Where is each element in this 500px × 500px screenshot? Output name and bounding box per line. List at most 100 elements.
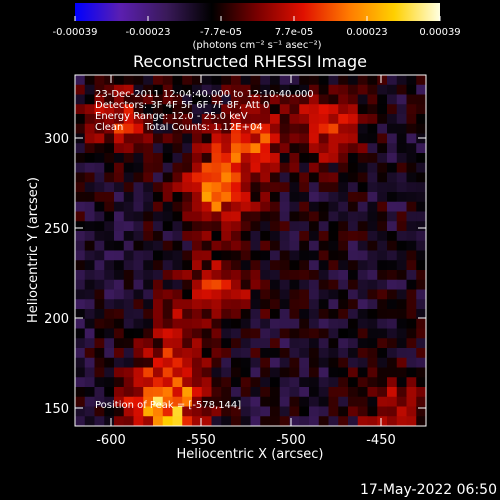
heatmap-cell	[250, 201, 261, 212]
heatmap-cell	[231, 221, 242, 232]
heatmap-cell	[221, 221, 232, 232]
heatmap-cell	[250, 367, 261, 378]
heatmap-cell	[309, 387, 320, 398]
heatmap-cell	[260, 367, 271, 378]
heatmap-cell	[201, 279, 212, 290]
heatmap-cell	[357, 338, 368, 349]
heatmap-cell	[240, 377, 251, 388]
heatmap-cell	[318, 172, 329, 183]
heatmap-cell	[387, 221, 398, 232]
heatmap-cell	[396, 377, 407, 388]
heatmap-cell	[143, 299, 154, 310]
heatmap-cell	[387, 123, 398, 134]
heatmap-cell	[387, 172, 398, 183]
heatmap-cell	[114, 104, 125, 115]
heatmap-cell	[270, 289, 281, 300]
heatmap-cell	[250, 182, 261, 193]
heatmap-cell	[299, 309, 310, 320]
heatmap-cell	[387, 338, 398, 349]
heatmap-cell	[338, 104, 349, 115]
heatmap-cell	[123, 348, 134, 359]
heatmap-cell	[250, 357, 261, 368]
heatmap-cell	[114, 153, 125, 164]
heatmap-cell	[104, 377, 115, 388]
heatmap-cell	[153, 114, 164, 125]
heatmap-cell	[338, 240, 349, 251]
heatmap-cell	[211, 211, 222, 222]
heatmap-cell	[182, 143, 193, 154]
heatmap-cell	[211, 182, 222, 193]
heatmap-cell	[270, 299, 281, 310]
heatmap-cell	[406, 201, 417, 212]
heatmap-cell	[162, 348, 173, 359]
heatmap-cell	[94, 289, 105, 300]
heatmap-cell	[250, 143, 261, 154]
heatmap-cell	[328, 367, 339, 378]
heatmap-cell	[211, 338, 222, 349]
heatmap-cell	[123, 153, 134, 164]
heatmap-cell	[338, 309, 349, 320]
heatmap-cell	[133, 104, 144, 115]
heatmap-cell	[260, 279, 271, 290]
heatmap-cell	[133, 172, 144, 183]
heatmap-cell	[396, 211, 407, 222]
heatmap-cell	[250, 279, 261, 290]
heatmap-cell	[172, 84, 183, 95]
heatmap-cell	[416, 104, 427, 115]
heatmap-cell	[377, 211, 388, 222]
heatmap-cell	[260, 328, 271, 339]
heatmap-cell	[406, 231, 417, 242]
heatmap-cell	[104, 182, 115, 193]
heatmap-cell	[240, 211, 251, 222]
heatmap-cell	[387, 348, 398, 359]
heatmap-cell	[250, 211, 261, 222]
heatmap-cell	[406, 289, 417, 300]
heatmap-cell	[406, 84, 417, 95]
heatmap-cell	[299, 328, 310, 339]
heatmap-cell	[123, 182, 134, 193]
heatmap-cell	[182, 153, 193, 164]
heatmap-cell	[348, 338, 359, 349]
heatmap-cell	[84, 387, 95, 398]
heatmap-cell	[153, 318, 164, 329]
heatmap-cell	[328, 231, 339, 242]
heatmap-cell	[367, 318, 378, 329]
heatmap-cell	[299, 240, 310, 251]
heatmap-cell	[104, 309, 115, 320]
heatmap-cell	[348, 270, 359, 281]
heatmap-cell	[123, 318, 134, 329]
heatmap-cell	[318, 211, 329, 222]
heatmap-cell	[162, 416, 173, 427]
heatmap-cell	[143, 338, 154, 349]
heatmap-cell	[182, 231, 193, 242]
heatmap-cell	[153, 192, 164, 203]
heatmap-cell	[172, 328, 183, 339]
heatmap-cell	[84, 172, 95, 183]
heatmap-cell	[172, 182, 183, 193]
chart-title: Reconstructed RHESSI Image	[133, 52, 367, 71]
heatmap-cell	[162, 114, 173, 125]
heatmap-cell	[123, 75, 134, 86]
heatmap-cell	[377, 270, 388, 281]
heatmap-cell	[123, 221, 134, 232]
heatmap-cell	[104, 328, 115, 339]
heatmap-cell	[201, 231, 212, 242]
heatmap-cell	[231, 133, 242, 144]
heatmap-cell	[201, 338, 212, 349]
heatmap-cell	[289, 114, 300, 125]
heatmap-cell	[192, 192, 203, 203]
heatmap-cell	[123, 104, 134, 115]
heatmap-cell	[75, 338, 86, 349]
heatmap-cell	[162, 133, 173, 144]
heatmap-cell	[250, 94, 261, 105]
heatmap-cell	[133, 309, 144, 320]
heatmap-cell	[377, 348, 388, 359]
heatmap-cell	[289, 348, 300, 359]
annotation-detectors: Detectors: 3F 4F 5F 6F 7F 8F, Att 0	[95, 100, 269, 111]
heatmap-cell	[348, 143, 359, 154]
heatmap-cell	[123, 250, 134, 261]
heatmap-cell	[396, 221, 407, 232]
heatmap-cell	[328, 192, 339, 203]
heatmap-cell	[201, 172, 212, 183]
heatmap-cell	[221, 114, 232, 125]
